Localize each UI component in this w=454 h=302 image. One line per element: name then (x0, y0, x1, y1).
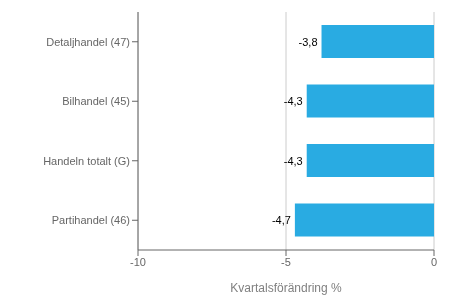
svg-text:Handeln totalt (G): Handeln totalt (G) (43, 155, 130, 167)
svg-text:-4,7: -4,7 (272, 214, 291, 226)
svg-text:Bilhandel (45): Bilhandel (45) (62, 95, 130, 107)
svg-text:Kvartalsförändring %: Kvartalsförändring % (230, 281, 342, 295)
svg-text:-10: -10 (130, 256, 146, 268)
svg-text:Partihandel (46): Partihandel (46) (52, 214, 130, 226)
svg-text:-4,3: -4,3 (284, 155, 303, 167)
svg-text:-4,3: -4,3 (284, 95, 303, 107)
svg-text:-3,8: -3,8 (299, 36, 318, 48)
svg-text:0: 0 (431, 256, 437, 268)
svg-text:-5: -5 (281, 256, 291, 268)
svg-text:Detaljhandel (47): Detaljhandel (47) (46, 36, 130, 48)
